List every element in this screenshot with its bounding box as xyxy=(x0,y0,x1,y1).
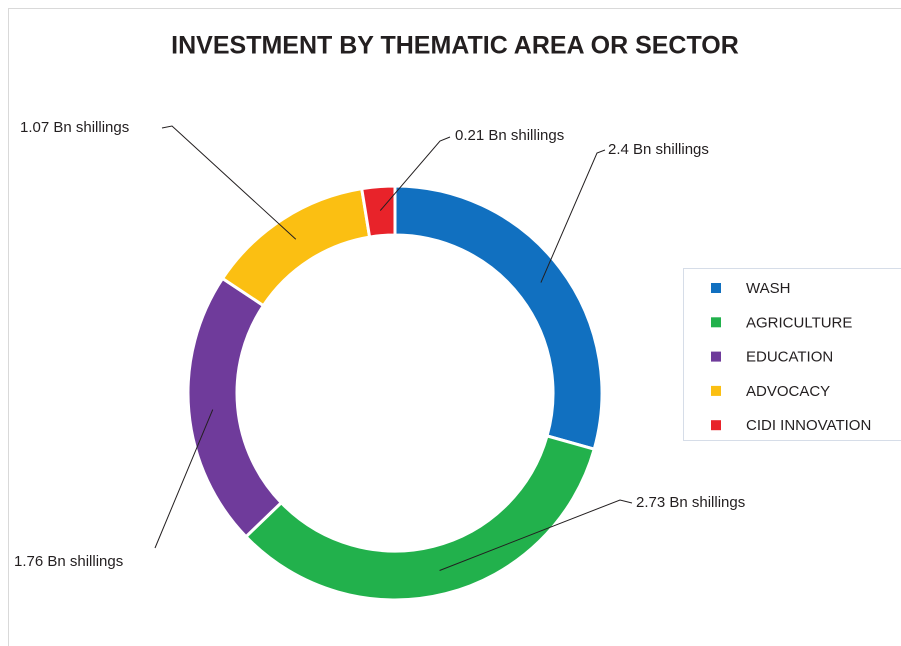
donut-slice xyxy=(243,434,597,602)
data-label: 0.21 Bn shillings xyxy=(455,127,564,144)
legend-label: WASH xyxy=(746,280,790,297)
leader-line xyxy=(439,499,633,571)
legend-swatch xyxy=(711,420,721,431)
leader-line xyxy=(379,136,451,211)
legend-swatch xyxy=(711,385,721,396)
legend-swatch xyxy=(711,283,721,293)
chart-title: INVESTMENT BY THEMATIC AREA OR SECTOR xyxy=(171,32,739,60)
data-label: 2.4 Bn shillings xyxy=(608,141,709,158)
legend-label: ADVOCACY xyxy=(746,383,830,400)
data-label: 1.76 Bn shillings xyxy=(14,553,123,570)
data-label: 2.73 Bn shillings xyxy=(636,494,745,511)
leader-line xyxy=(161,125,297,240)
leader-line xyxy=(154,409,214,549)
legend-swatch xyxy=(711,351,721,362)
legend-swatch xyxy=(711,317,721,328)
legend-label: AGRICULTURE xyxy=(746,314,852,331)
data-label: 1.07 Bn shillings xyxy=(20,119,129,136)
legend-label: CIDI INNOVATION xyxy=(746,417,871,434)
legend-label: EDUCATION xyxy=(746,349,833,366)
leader-line xyxy=(540,149,606,283)
donut-slice xyxy=(359,184,397,239)
